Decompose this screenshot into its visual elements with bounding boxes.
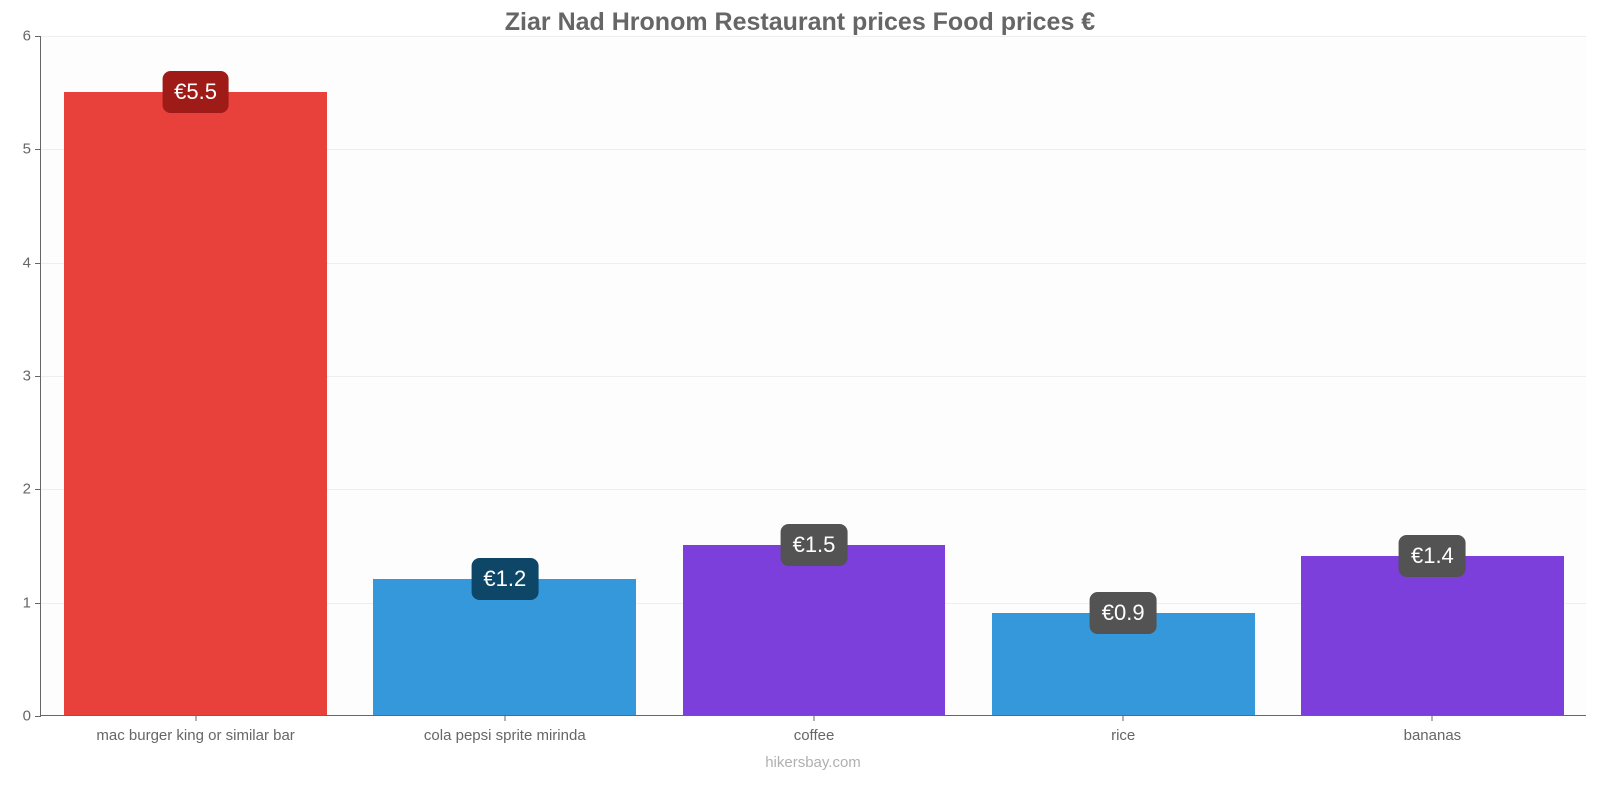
ytick-mark: [35, 36, 41, 37]
ytick-mark: [35, 263, 41, 264]
xcat-label: bananas: [1404, 727, 1462, 744]
xtick-mark: [504, 715, 505, 721]
xtick-mark: [1123, 715, 1124, 721]
ytick-mark: [35, 149, 41, 150]
ytick-mark: [35, 716, 41, 717]
ytick-mark: [35, 376, 41, 377]
ytick-label: 0: [23, 708, 31, 725]
xcat-label: coffee: [794, 727, 835, 744]
ytick-label: 3: [23, 368, 31, 385]
ytick-label: 1: [23, 594, 31, 611]
xcat-label: mac burger king or similar bar: [96, 727, 294, 744]
xcat-label: cola pepsi sprite mirinda: [424, 727, 586, 744]
ytick-label: 2: [23, 481, 31, 498]
xcat-label: rice: [1111, 727, 1135, 744]
ytick-label: 4: [23, 254, 31, 271]
bar: [64, 92, 327, 715]
ytick-mark: [35, 489, 41, 490]
xtick-mark: [195, 715, 196, 721]
grid-line: [41, 36, 1586, 37]
plot: 0123456€5.5mac burger king or similar ba…: [40, 36, 1586, 716]
attribution: hikersbay.com: [765, 754, 861, 771]
bar: [1301, 556, 1564, 715]
bar-value-label: €1.5: [781, 524, 848, 566]
xtick-mark: [814, 715, 815, 721]
bar-value-label: €0.9: [1090, 592, 1157, 634]
ytick-mark: [35, 603, 41, 604]
chart-plot-area: 0123456€5.5mac burger king or similar ba…: [40, 36, 1586, 716]
ytick-label: 6: [23, 28, 31, 45]
ytick-label: 5: [23, 141, 31, 158]
bar-value-label: €5.5: [162, 71, 229, 113]
bar-value-label: €1.4: [1399, 535, 1466, 577]
bar: [683, 545, 946, 715]
xtick-mark: [1432, 715, 1433, 721]
bar-value-label: €1.2: [471, 558, 538, 600]
